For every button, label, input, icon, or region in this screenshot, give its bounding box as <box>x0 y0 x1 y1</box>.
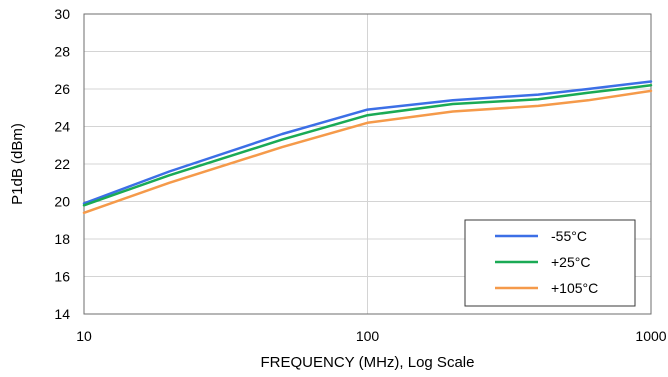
y-tick-label: 18 <box>54 231 70 247</box>
legend-box <box>464 219 636 307</box>
x-tick-label: 1000 <box>635 328 666 344</box>
x-axis-ticks: 10 100 1000 <box>76 328 667 344</box>
y-axis-ticks: 14 16 18 20 22 24 26 28 30 <box>54 6 70 322</box>
y-tick-label: 30 <box>54 6 70 22</box>
x-tick-label: 10 <box>76 328 92 344</box>
series-line-1 <box>82 84 653 207</box>
series-line-0 <box>82 80 653 205</box>
legend-label-minus-55c: -55°C <box>551 228 587 244</box>
y-tick-label: 28 <box>54 44 70 60</box>
y-axis-label: P1dB (dBm) <box>9 123 26 205</box>
y-tick-label: 24 <box>54 119 70 135</box>
y-tick-label: 20 <box>54 194 70 210</box>
x-tick-label: 100 <box>356 328 380 344</box>
grid <box>84 14 651 314</box>
legend: -55°C +25°C +105°C <box>464 219 636 307</box>
series-group <box>82 80 653 215</box>
plot-frame <box>83 13 652 315</box>
y-tick-label: 16 <box>54 269 70 285</box>
series-line-2 <box>82 89 653 215</box>
legend-label-plus-105c: +105°C <box>551 280 598 296</box>
legend-label-plus-25c: +25°C <box>551 254 590 270</box>
y-tick-label: 22 <box>54 156 70 172</box>
y-tick-label: 26 <box>54 81 70 97</box>
y-tick-label: 14 <box>54 306 70 322</box>
x-axis-label: FREQUENCY (MHz), Log Scale <box>261 354 475 371</box>
